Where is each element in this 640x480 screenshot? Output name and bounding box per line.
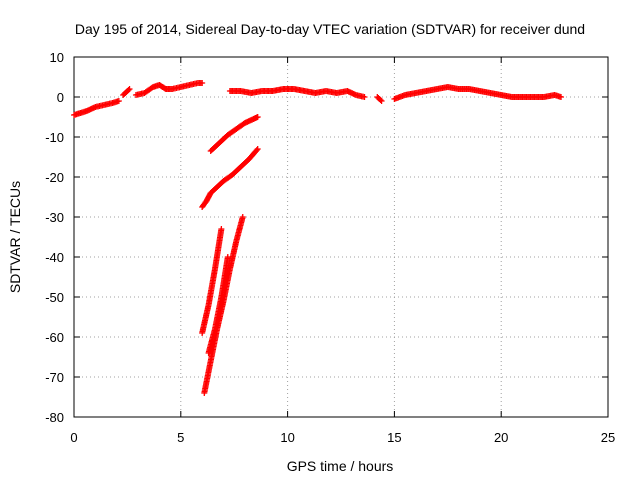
data-point bbox=[361, 94, 368, 100]
y-tick-label: -70 bbox=[45, 370, 64, 385]
data-point bbox=[444, 84, 461, 92]
data-point bbox=[246, 147, 260, 162]
data-point bbox=[207, 141, 222, 154]
x-tick-label: 25 bbox=[601, 430, 615, 445]
y-tick-label: 10 bbox=[50, 50, 64, 65]
x-tick-label: 20 bbox=[494, 430, 508, 445]
x-axis-label: GPS time / hours bbox=[287, 458, 394, 474]
data-point bbox=[203, 191, 214, 204]
y-tick-label: -40 bbox=[45, 250, 64, 265]
data-point bbox=[224, 254, 231, 260]
x-tick-label: 0 bbox=[70, 430, 77, 445]
data-point bbox=[100, 100, 115, 108]
data-point bbox=[333, 88, 350, 96]
data-point bbox=[254, 146, 261, 152]
y-tick-label: -60 bbox=[45, 330, 64, 345]
x-tick-label: 10 bbox=[280, 430, 294, 445]
y-axis-label: SDTVAR / TECUs bbox=[7, 181, 23, 293]
y-tick-label: -10 bbox=[45, 130, 64, 145]
chart-title: Day 195 of 2014, Sidereal Day-to-day VTE… bbox=[75, 21, 585, 37]
data-point bbox=[211, 227, 225, 272]
data-point bbox=[218, 226, 225, 232]
data-point bbox=[254, 114, 261, 120]
data-point bbox=[466, 86, 482, 94]
data-point bbox=[558, 94, 565, 100]
plot-frame bbox=[73, 56, 609, 418]
data-point bbox=[201, 359, 214, 396]
data-point bbox=[374, 94, 384, 103]
data-point bbox=[344, 88, 358, 98]
y-tick-label: 0 bbox=[57, 90, 64, 105]
data-point bbox=[226, 239, 240, 272]
data-point bbox=[211, 295, 225, 332]
data-point bbox=[199, 303, 212, 336]
axis-ticks bbox=[73, 56, 609, 418]
y-tick-labels: 10 0 -10 -20 -30 -40 -50 -60 -70 -80 bbox=[45, 50, 64, 425]
data-point bbox=[205, 267, 218, 308]
data-point bbox=[156, 82, 168, 92]
y-tick-label: -30 bbox=[45, 210, 64, 225]
data-point bbox=[239, 214, 246, 220]
data-point bbox=[378, 98, 385, 104]
data-point bbox=[126, 86, 133, 92]
data-point bbox=[218, 255, 231, 300]
data-point bbox=[205, 327, 218, 356]
y-tick-label: -20 bbox=[45, 170, 64, 185]
data-point bbox=[519, 94, 535, 100]
y-tick-label: -50 bbox=[45, 290, 64, 305]
data-point bbox=[216, 133, 230, 146]
data-point bbox=[226, 88, 243, 94]
data-point bbox=[199, 80, 206, 86]
data-point bbox=[115, 98, 122, 104]
data-point bbox=[177, 82, 191, 90]
x-tick-label: 15 bbox=[387, 430, 401, 445]
x-tick-labels: 0 5 10 15 20 25 bbox=[70, 430, 615, 445]
x-tick-label: 5 bbox=[177, 430, 184, 445]
data-point bbox=[391, 92, 407, 102]
data-points bbox=[71, 80, 565, 396]
y-tick-label: -80 bbox=[45, 410, 64, 425]
